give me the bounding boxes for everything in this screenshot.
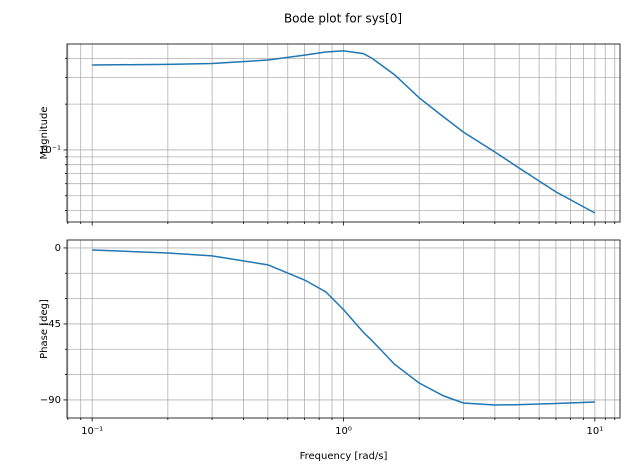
- axes-frame: [66, 239, 621, 419]
- figure-title: Bode plot for sys[0]: [284, 12, 402, 26]
- y-axis-label: Phase [deg]: [39, 299, 50, 359]
- x-axis-label: Frequency [rad/s]: [300, 451, 388, 462]
- data-line: [92, 249, 595, 406]
- x-tick-label: 10⁻¹: [81, 426, 103, 437]
- data-line: [92, 50, 596, 214]
- y-tick-label: 0: [55, 243, 61, 254]
- x-tick-label: 10⁰: [335, 426, 352, 437]
- x-tick-label: 10¹: [586, 426, 603, 437]
- axes-frame: [66, 43, 621, 223]
- y-tick-label: −45: [40, 319, 61, 330]
- y-tick-label: −90: [40, 395, 61, 406]
- y-tick-label: 10⁻¹: [39, 145, 61, 156]
- y-axis-label: Magnitude: [39, 107, 50, 160]
